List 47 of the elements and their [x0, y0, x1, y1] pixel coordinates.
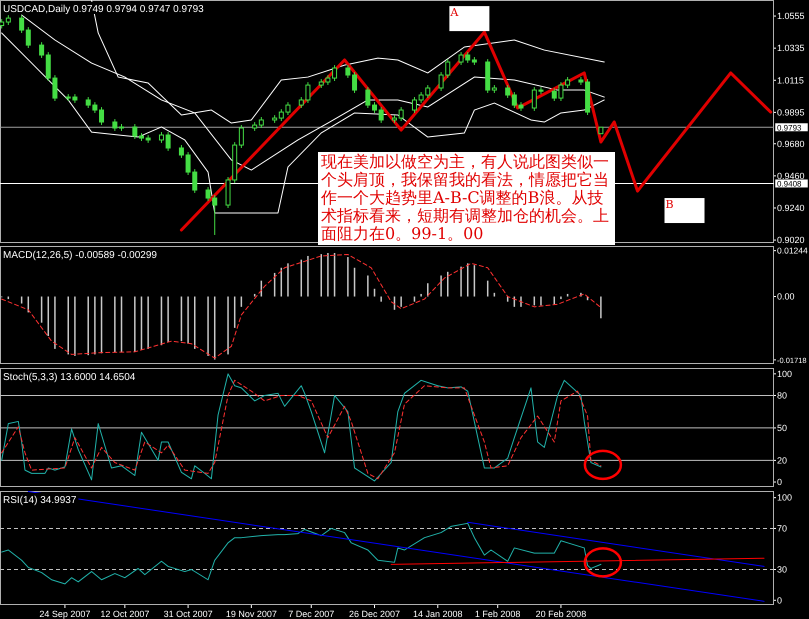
y-tick-label: 0 — [777, 595, 782, 606]
x-tick-label: 31 Oct 2007 — [164, 609, 213, 619]
y-tick-label: 0.9020 — [777, 235, 805, 246]
x-tick-label: 26 Dec 2007 — [348, 609, 400, 619]
x-tick-label: 7 Dec 2007 — [288, 609, 334, 619]
annotation: A — [449, 6, 460, 20]
y-tick-label: 0.00 — [777, 292, 795, 302]
x-tick-label: 12 Oct 2007 — [100, 609, 150, 619]
y-tick-label: 100 — [777, 368, 792, 379]
x-tick-label: 20 Feb 2008 — [536, 609, 586, 619]
y-tick-label: 100 — [777, 492, 792, 503]
chart-title: RSI(14) 34.9937 — [3, 495, 77, 506]
candlestick — [19, 14, 24, 34]
y-tick-label: 0.9680 — [777, 138, 805, 149]
chart-title: Stoch(5,3,3) 13.6000 14.6504 — [3, 372, 136, 383]
candlestick — [445, 58, 450, 78]
chart-title: MACD(12,26,5) -0.00589 -0.00299 — [3, 250, 158, 261]
candlestick — [238, 124, 244, 148]
x-tick-label: 1 Feb 2008 — [474, 609, 520, 619]
annotation: 现在美加以做空为主，有人说此图类似一个头肩顶，我保留我的看法，情愿把它当作一个大趋势里A-B-C调整的B浪。从技术指标看来，短期有调整加仓的机会。上面阻力在0。99-1。00 — [318, 152, 615, 245]
candlestick — [438, 72, 444, 92]
y-tick-label: 70 — [777, 523, 788, 534]
candlestick — [258, 116, 264, 128]
y-tick-label: 50 — [777, 422, 788, 433]
x-tick-label: 14 Jan 2008 — [412, 609, 463, 619]
y-tick-label: 0.9460 — [777, 170, 805, 181]
candlestick — [86, 96, 91, 108]
annotation: B — [666, 198, 674, 212]
candlestick — [39, 42, 44, 58]
y-tick-label: 30 — [777, 564, 788, 574]
y-tick-label: 0.9895 — [777, 107, 805, 118]
candlestick — [505, 84, 510, 98]
candlestick — [425, 84, 430, 98]
y-tick-label: 0.01244 — [777, 246, 808, 256]
x-tick-label: 24 Sep 2007 — [39, 609, 90, 619]
y-tick-label: 80 — [777, 390, 788, 400]
y-tick-label: 20 — [777, 455, 788, 466]
ref-line-label: 0.9793 — [777, 123, 802, 132]
y-tick-label: 0 — [777, 477, 782, 488]
candlestick — [26, 26, 31, 49]
y-tick-label: 0.9240 — [777, 202, 805, 213]
ref-line-label: 0.9408 — [777, 179, 802, 188]
y-tick-label: 1.0335 — [777, 43, 805, 54]
y-tick-label: 1.0555 — [777, 11, 805, 22]
chart-title: USDCAD,Daily 0.9749 0.9794 0.9747 0.9793 — [3, 4, 204, 15]
y-tick-label: 1.0115 — [777, 75, 804, 86]
x-tick-label: 19 Nov 2007 — [226, 609, 277, 619]
